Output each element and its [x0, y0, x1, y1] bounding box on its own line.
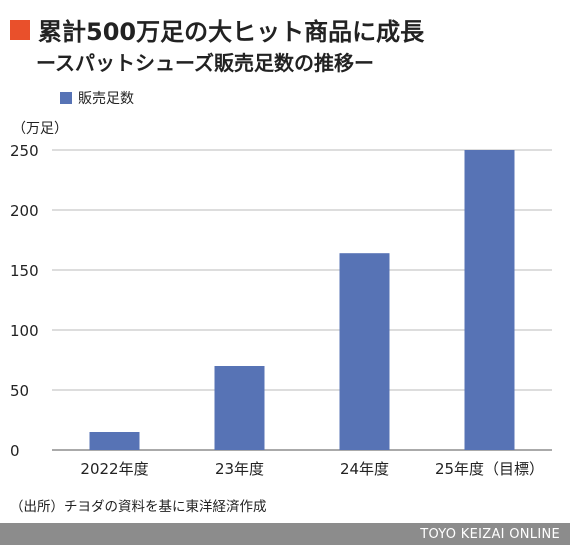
legend-label: 販売足数	[78, 91, 134, 107]
y-tick-label: 0	[10, 442, 20, 460]
legend-swatch	[60, 92, 72, 104]
x-tick-label: 24年度	[340, 460, 389, 478]
y-tick-label: 150	[10, 262, 39, 280]
bar	[339, 253, 390, 450]
bar	[89, 432, 140, 450]
title-row: 累計500万足の大ヒット商品に成長	[10, 12, 424, 47]
bar	[464, 150, 515, 450]
y-unit-label: （万足）	[12, 121, 68, 137]
y-tick-label: 200	[10, 202, 39, 220]
x-tick-label: 23年度	[215, 460, 264, 478]
bar	[214, 366, 265, 450]
source-note: （出所）チヨダの資料を基に東洋経済作成	[10, 499, 267, 515]
y-tick-label: 250	[10, 142, 39, 160]
chart-subtitle: ースパットシューズ販売足数の推移ー	[36, 51, 374, 75]
x-tick-label: 25年度（目標）	[435, 460, 544, 478]
footer-bar: TOYO KEIZAI ONLINE	[0, 523, 570, 545]
footer-brand: TOYO KEIZAI ONLINE	[420, 526, 560, 542]
y-tick-label: 100	[10, 322, 39, 340]
y-tick-label: 50	[10, 382, 29, 400]
legend: 販売足数	[60, 88, 134, 108]
chart-title: 累計500万足の大ヒット商品に成長	[38, 18, 425, 46]
x-tick-label: 2022年度	[80, 460, 148, 478]
title-accent-square	[10, 19, 30, 40]
